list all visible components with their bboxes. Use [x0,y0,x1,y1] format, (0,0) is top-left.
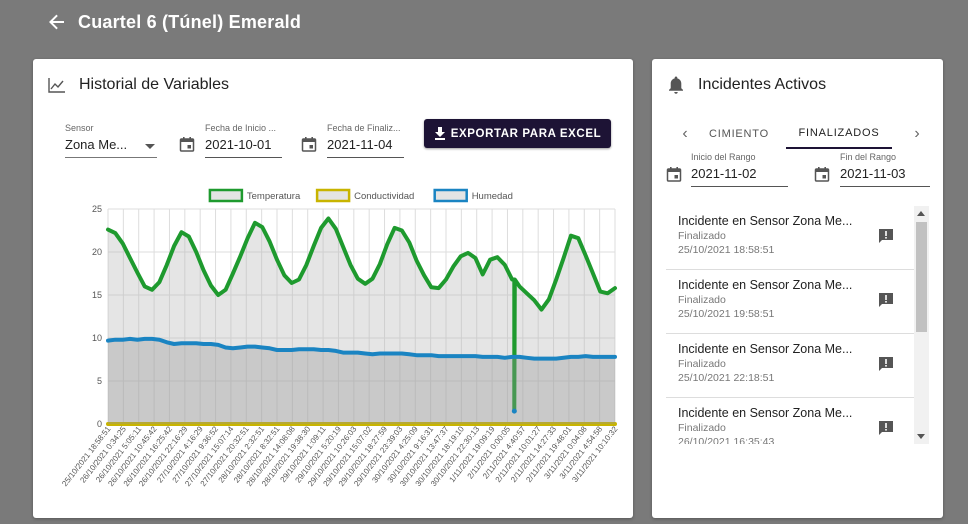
page-title: Cuartel 6 (Túnel) Emerald [78,11,302,32]
dropdown-arrow-icon [145,144,155,149]
list-item[interactable]: Incidente en Sensor Zona Me... Finalizad… [666,270,929,334]
line-chart-icon [47,75,67,95]
scroll-down-icon[interactable] [917,434,925,439]
incidents-title: Incidentes Activos [698,76,827,93]
incident-date: 25/10/2021 19:58:51 [678,308,775,320]
history-card: Historial de Variables Sensor Zona Me...… [33,59,633,518]
incidents-header: Incidentes Activos [666,75,826,95]
calendar-icon[interactable] [179,136,195,152]
legend-swatch [208,188,244,203]
sensor-value-text: Zona Me... [65,137,128,152]
bell-icon [666,75,686,95]
legend-swatch [315,188,351,203]
calendar-icon[interactable] [666,166,682,182]
legend-label: Conductividad [354,191,414,202]
incidents-card: Incidentes Activos ‹ CIMIENTO FINALIZADO… [652,59,943,518]
back-arrow-icon[interactable] [48,13,66,31]
tab-finalizados[interactable]: FINALIZADOS [786,119,892,149]
legend-label: Temperatura [247,191,301,202]
y-tick-label: 25 [92,204,102,214]
range-end-label: Fin del Rango [840,152,897,162]
scroll-up-icon[interactable] [917,211,925,216]
series-line [106,216,617,414]
range-start-field[interactable]: Inicio del Rango 2021-11-02 [691,152,788,187]
range-start-label: Inicio del Rango [691,152,756,162]
calendar-icon[interactable] [814,166,830,182]
list-item[interactable]: Incidente en Sensor Zona Me... Finalizad… [666,334,929,398]
top-bar: Cuartel 6 (Túnel) Emerald [0,0,968,44]
tab-scroll-left-icon[interactable]: ‹ [682,125,688,142]
y-tick-label: 20 [92,247,102,257]
incident-status: Finalizado [678,422,726,434]
incident-title: Incidente en Sensor Zona Me... [678,342,853,356]
start-date-field[interactable]: Fecha de Inicio ... 2021-10-01 [205,123,282,158]
variables-chart: Temperatura Conductividad Humedad 0 5 10 15 20… [60,188,620,488]
y-tick-label: 15 [92,290,102,300]
incident-title: Incidente en Sensor Zona Me... [678,406,853,420]
y-tick-label: 10 [92,333,102,343]
series-line [106,336,617,361]
sensor-value[interactable]: Zona Me... [65,137,157,158]
end-date-label: Fecha de Finaliz... [327,123,401,133]
history-title: Historial de Variables [79,76,229,93]
history-header: Historial de Variables [47,75,229,95]
start-date-label: Fecha de Inicio ... [205,123,277,133]
series-area [108,338,615,424]
feedback-icon[interactable] [878,420,894,436]
feedback-icon[interactable] [878,292,894,308]
sensor-select[interactable]: Sensor Zona Me... [65,123,157,158]
incident-title: Incidente en Sensor Zona Me... [678,214,853,228]
range-end-field[interactable]: Fin del Rango 2021-11-03 [840,152,930,187]
incident-scrollbar[interactable] [914,206,929,444]
end-date-value[interactable]: 2021-11-04 [327,137,404,158]
feedback-icon[interactable] [878,356,894,372]
incident-status: Finalizado [678,230,726,242]
export-excel-button[interactable]: EXPORTAR PARA EXCEL [424,119,611,148]
incident-list: Incidente en Sensor Zona Me... Finalizad… [666,206,929,444]
range-start-value[interactable]: 2021-11-02 [691,166,788,187]
incident-date: 26/10/2021 16:35:43 [678,436,775,444]
incident-status: Finalizado [678,294,726,306]
scroll-thumb[interactable] [916,222,927,332]
legend-label: Humedad [472,191,513,202]
incident-date: 25/10/2021 18:58:51 [678,244,775,256]
end-date-field[interactable]: Fecha de Finaliz... 2021-11-04 [327,123,404,158]
list-item[interactable]: Incidente en Sensor Zona Me... Finalizad… [666,206,929,270]
incident-date: 25/10/2021 22:18:51 [678,372,775,384]
tab-scroll-right-icon[interactable]: › [914,125,920,142]
y-tick-label: 0 [97,419,102,429]
data-point [511,408,517,414]
feedback-icon[interactable] [878,228,894,244]
sensor-label: Sensor [65,123,94,133]
y-tick-label: 5 [97,376,102,386]
chart-legend: Temperatura Conductividad Humedad [208,188,513,203]
list-item[interactable]: Incidente en Sensor Zona Me... Finalizad… [666,398,929,444]
tab-cimiento[interactable]: CIMIENTO [709,128,769,140]
incident-title: Incidente en Sensor Zona Me... [678,278,853,292]
start-date-value[interactable]: 2021-10-01 [205,137,282,158]
chart-series [106,216,617,426]
range-end-value[interactable]: 2021-11-03 [840,166,930,187]
calendar-icon[interactable] [301,136,317,152]
incident-tabs: ‹ CIMIENTO FINALIZADOS › [672,119,930,149]
export-label: EXPORTAR PARA EXCEL [450,127,602,140]
incident-status: Finalizado [678,358,726,370]
legend-swatch [433,188,468,203]
download-icon [434,127,445,140]
